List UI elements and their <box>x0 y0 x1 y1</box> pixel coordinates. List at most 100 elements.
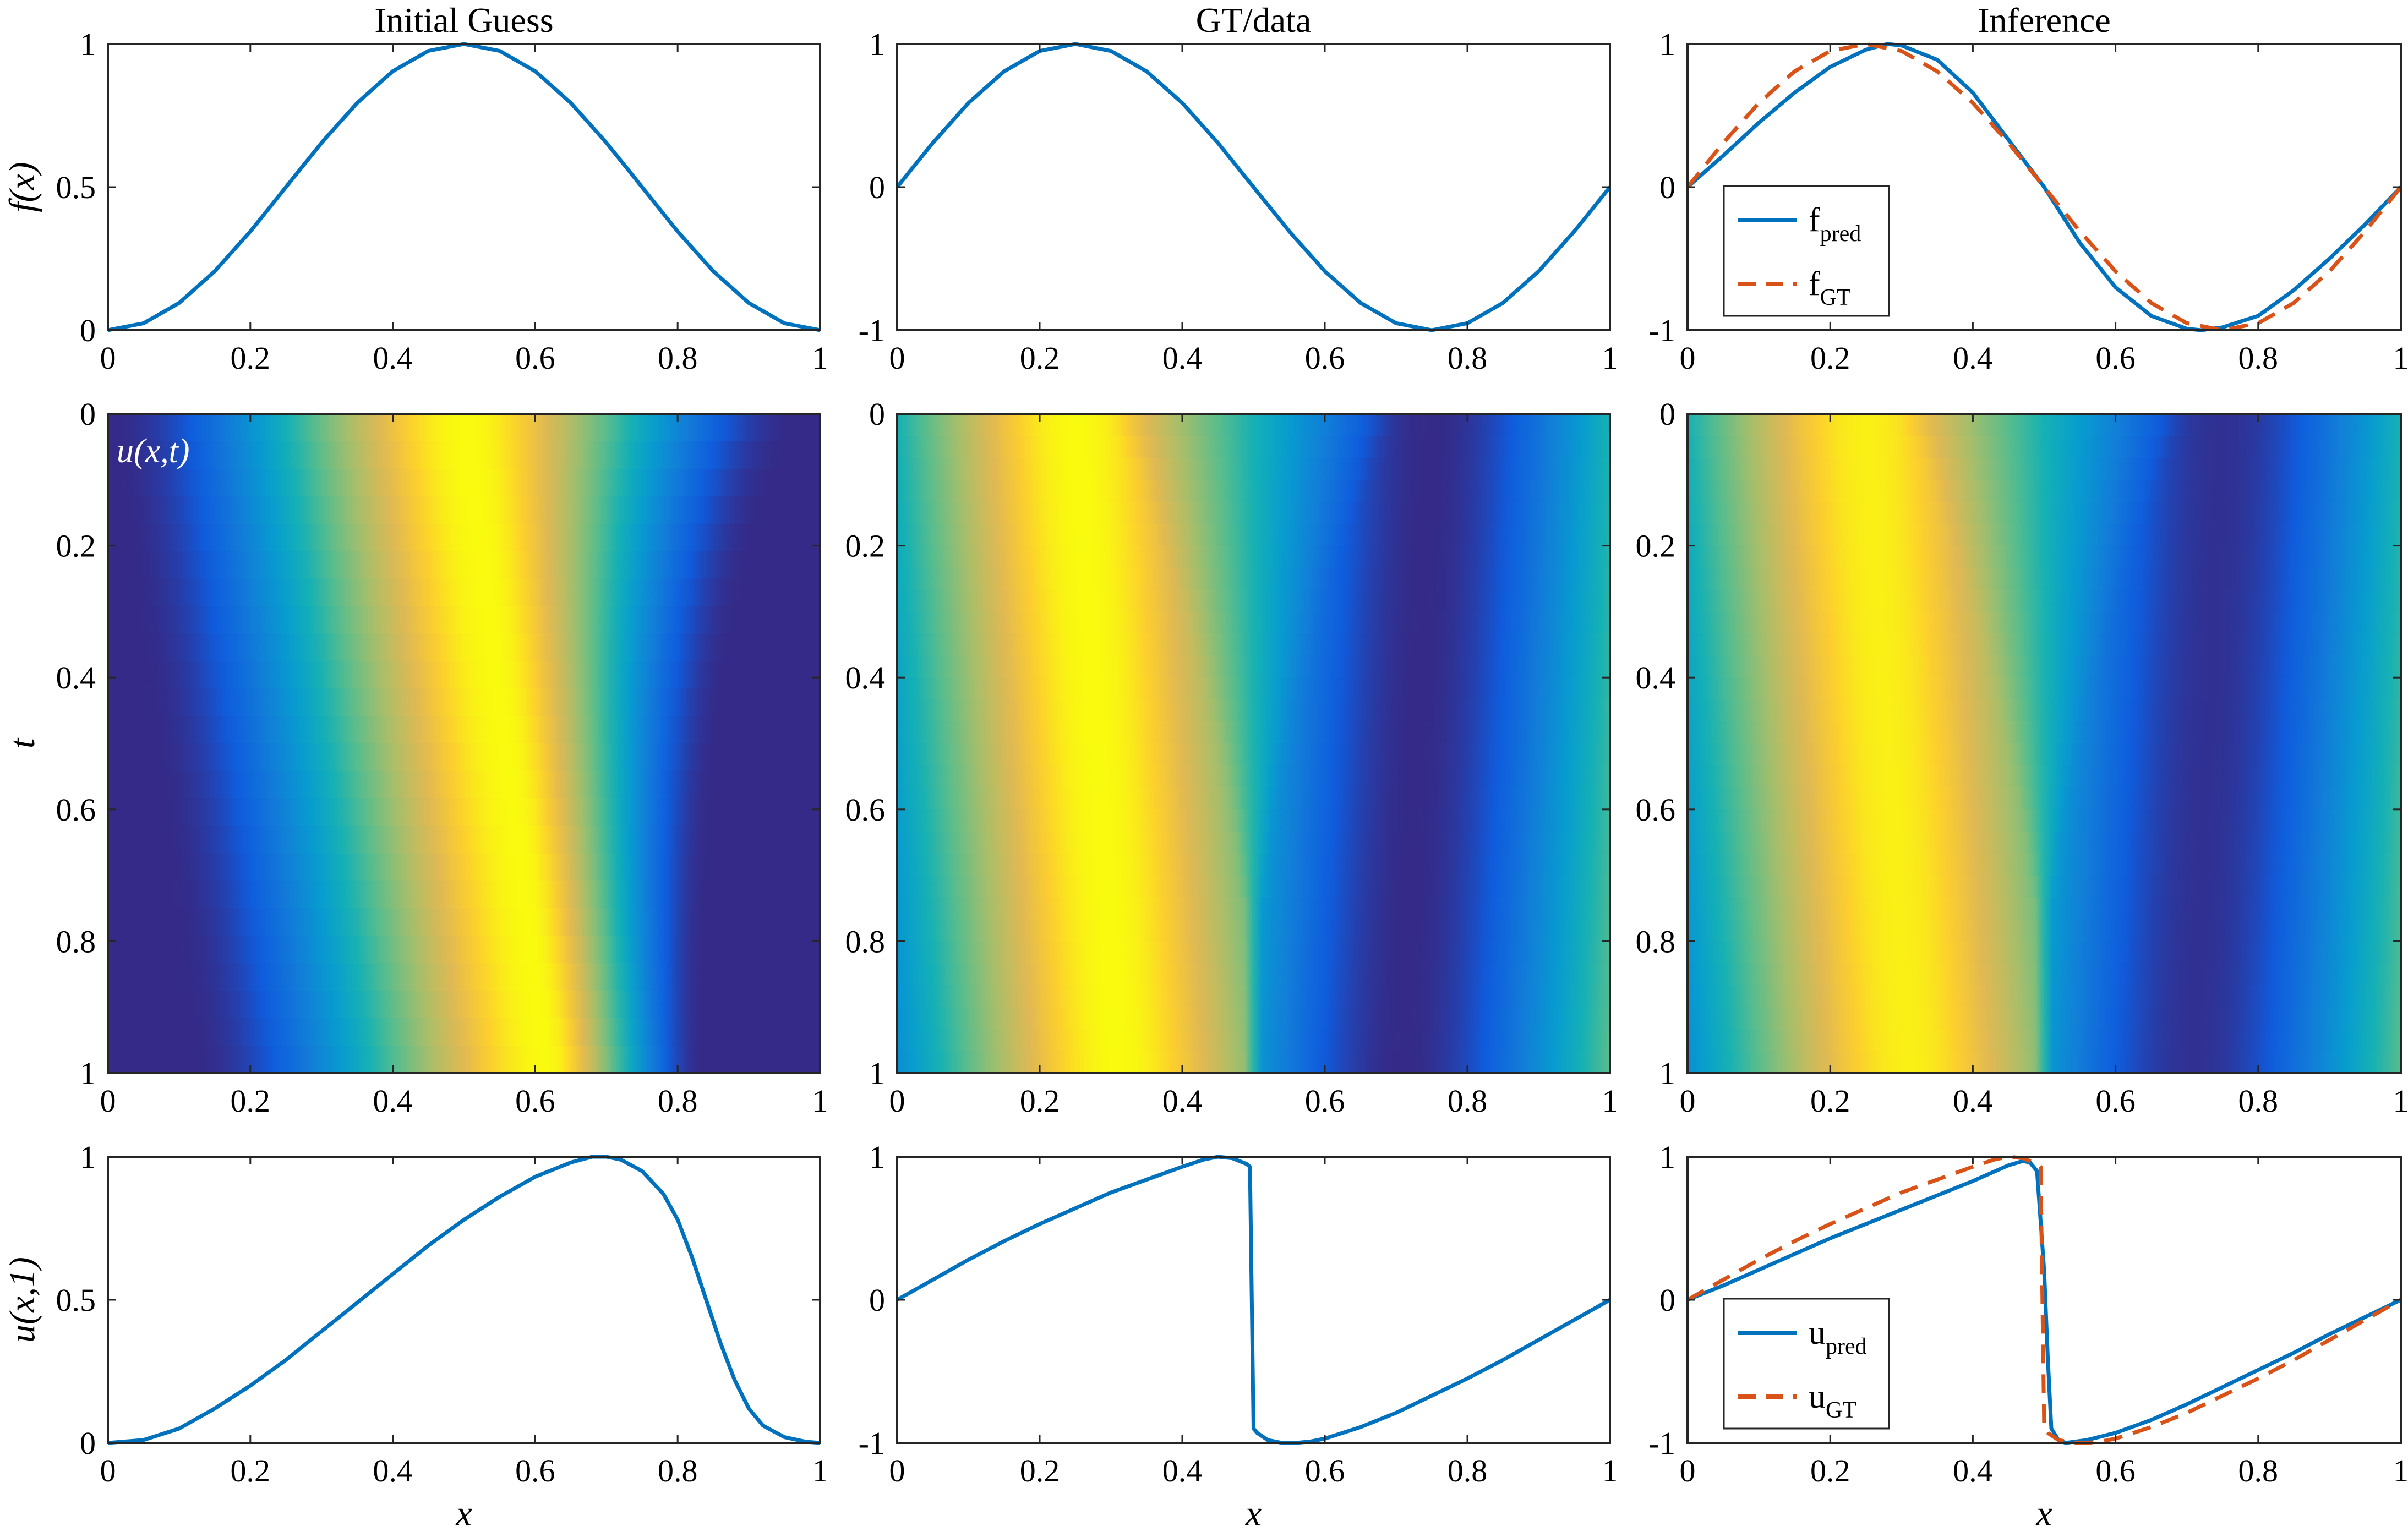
mid-left-xtick-label: 0.2 <box>231 1083 271 1119</box>
mid-mid-heatmap <box>897 414 1610 1074</box>
mid-left-strip <box>108 716 820 744</box>
mid-left-xtick-label: 0.8 <box>658 1083 698 1119</box>
mid-right-strip <box>1688 699 2401 723</box>
top-right-xtick-label: 0.4 <box>1953 340 1993 376</box>
top-left-ylabel: f(x) <box>2 162 42 212</box>
mid-mid-xtick-label: 0.8 <box>1448 1083 1488 1119</box>
mid-left-strip <box>108 688 820 717</box>
mid-left-strip <box>108 441 820 469</box>
bot-mid-xlabel: x <box>1245 1494 1262 1534</box>
top-mid-title: GT/data <box>1196 1 1312 40</box>
mid-mid-strip <box>897 589 1610 612</box>
mid-right-strip <box>1688 414 2401 436</box>
mid-left-strip <box>108 468 820 497</box>
mid-mid-strip <box>897 479 1610 502</box>
bot-right-xlabel: x <box>2035 1494 2052 1534</box>
mid-right-ytick-label: 0.8 <box>1636 923 1676 959</box>
mid-right-axes: 0 0.2 0.4 0.6 0.8 100.20.40.60.81 <box>1636 396 2408 1119</box>
top-left-ytick-label: 1 <box>80 26 96 62</box>
top-right-legend-base: f <box>1809 265 1820 303</box>
top-left-xtick-label: 0.6 <box>515 340 555 376</box>
mid-mid-strip <box>897 435 1610 458</box>
mid-mid-strip <box>897 1029 1610 1052</box>
top-right-plot-area <box>1688 42 2401 332</box>
mid-mid-strip <box>897 1007 1610 1030</box>
mid-mid-axes: 0 0.2 0.4 0.6 0.8 100.20.40.60.81 <box>845 396 1618 1119</box>
mid-left-annotation: u(x,t) <box>117 433 190 470</box>
bot-left-xtick-label: 0 <box>100 1453 116 1489</box>
mid-right-strip <box>1688 633 2401 657</box>
mid-mid-strip <box>897 633 1610 657</box>
top-mid-plot-area <box>897 42 1610 332</box>
bot-mid-xtick-label: 0.8 <box>1448 1453 1488 1489</box>
mid-right-ytick-label: 0.2 <box>1636 528 1676 564</box>
mid-mid-ytick-label: 0.8 <box>845 923 886 959</box>
bot-mid-xtick-label: 1 <box>1602 1453 1618 1489</box>
top-left-ytick-label: 0.5 <box>56 169 96 205</box>
mid-left-heatmap: u(x,t) <box>108 414 820 1074</box>
bot-right-legend-base: u <box>1809 1378 1826 1415</box>
mid-left-strip <box>108 606 820 635</box>
bot-mid-ytick-label: 0 <box>869 1282 885 1318</box>
mid-right-strip <box>1688 611 2401 635</box>
top-right-xtick-label: 0.8 <box>2238 340 2279 376</box>
bot-right-xtick-label: 0 <box>1680 1453 1696 1489</box>
top-mid-xtick-label: 0.6 <box>1305 340 1345 376</box>
mid-right-strip <box>1688 831 2401 854</box>
mid-mid-strip <box>897 765 1610 788</box>
top-mid-xtick-label: 0.4 <box>1162 340 1203 376</box>
mid-mid-strip <box>897 523 1610 546</box>
top-mid-xtick-label: 0 <box>889 340 905 376</box>
top-mid-ytick-label: -1 <box>859 313 885 348</box>
bot-left-ytick-label: 0 <box>80 1425 96 1461</box>
mid-mid-ytick-label: 0.6 <box>845 792 886 828</box>
mid-mid-strip <box>897 743 1610 766</box>
mid-right-strip <box>1688 721 2401 744</box>
mid-right-ytick-label: 0.6 <box>1636 792 1676 828</box>
mid-mid-strip <box>897 567 1610 590</box>
mid-left-strip <box>108 880 820 909</box>
top-right-xtick-label: 0 <box>1680 340 1696 376</box>
mid-left-strip <box>108 1046 820 1074</box>
mid-left-ylabel: t <box>2 737 42 748</box>
bot-right-legend-base: u <box>1809 1314 1826 1352</box>
bot-mid-xtick-label: 0.6 <box>1305 1453 1345 1489</box>
mid-mid-strip <box>897 545 1610 568</box>
mid-right-xtick-label: 0.6 <box>2095 1083 2136 1119</box>
top-right-series-fpred <box>1688 42 2401 332</box>
mid-left-xtick-label: 0 <box>100 1083 116 1119</box>
bot-left-frame <box>107 1156 821 1444</box>
mid-left-strip <box>108 661 820 690</box>
mid-mid-xtick-label: 1 <box>1602 1083 1618 1119</box>
mid-right-xtick-label: 0 <box>1680 1083 1696 1119</box>
bot-right-ytick-label: 0 <box>1659 1282 1675 1318</box>
mid-right-strip <box>1688 985 2401 1008</box>
top-left-title: Initial Guess <box>374 1 553 40</box>
mid-right-strip <box>1688 1029 2401 1052</box>
bot-right-xtick-label: 0.8 <box>2238 1453 2279 1489</box>
top-left-xtick-label: 0.8 <box>658 340 698 376</box>
mid-left-strip <box>108 743 820 772</box>
mid-right-strip <box>1688 919 2401 942</box>
mid-mid-strip <box>897 721 1610 744</box>
mid-right-strip <box>1688 523 2401 546</box>
mid-mid-strip <box>897 809 1610 832</box>
top-left-xtick-label: 0.4 <box>373 340 413 376</box>
bot-left-xtick-label: 1 <box>812 1453 828 1489</box>
mid-mid-strip <box>897 985 1610 1008</box>
mid-mid-strip <box>897 655 1610 679</box>
mid-right-strip <box>1688 809 2401 832</box>
mid-right-strip <box>1688 897 2401 920</box>
bot-right-xtick-label: 0.4 <box>1953 1453 1993 1489</box>
mid-right-ytick-label: 0.4 <box>1636 660 1676 696</box>
mid-left-ytick-label: 0.8 <box>56 923 96 959</box>
mid-right-strip <box>1688 545 2401 568</box>
mid-right-heatmap <box>1688 414 2401 1074</box>
bot-right-legend-label: upred <box>1809 1314 1867 1359</box>
mid-mid-ytick-label: 0 <box>869 396 885 432</box>
mid-mid-strip <box>897 963 1610 986</box>
bot-mid-plot-area <box>897 1155 1610 1445</box>
bot-right-legend-label: uGT <box>1809 1378 1856 1423</box>
